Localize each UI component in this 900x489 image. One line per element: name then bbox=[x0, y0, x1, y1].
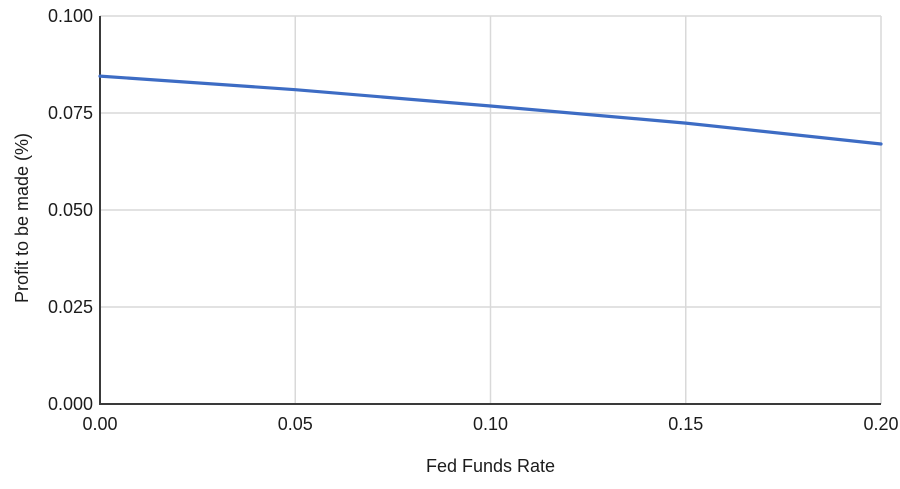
x-tick-label: 0.20 bbox=[863, 414, 899, 434]
y-tick-label: 0.050 bbox=[47, 200, 93, 220]
y-tick-label: 0.000 bbox=[47, 394, 93, 414]
y-tick-label: 0.025 bbox=[47, 297, 93, 317]
y-axis-title: Profit to be made (%) bbox=[12, 132, 32, 304]
x-tick-label: 0.05 bbox=[277, 414, 313, 434]
series-line bbox=[98, 74, 883, 146]
x-tick-label: 0.00 bbox=[82, 414, 118, 434]
x-tick-label: 0.15 bbox=[668, 414, 704, 434]
y-tick-label: 0.100 bbox=[47, 6, 93, 26]
x-tick-label: 0.10 bbox=[472, 414, 509, 434]
y-tick-label: 0.075 bbox=[47, 103, 93, 123]
x-axis-title: Fed Funds Rate bbox=[425, 456, 556, 476]
